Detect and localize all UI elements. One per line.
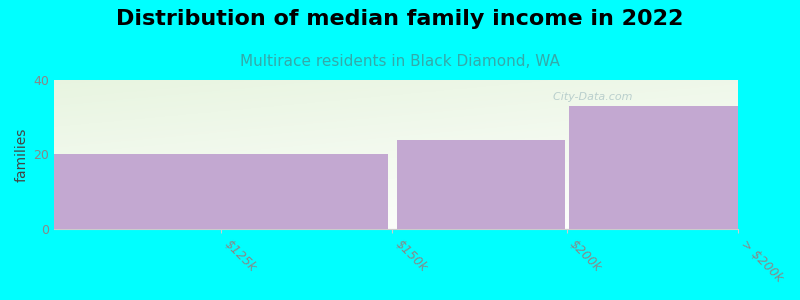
Text: Multirace residents in Black Diamond, WA: Multirace residents in Black Diamond, WA bbox=[240, 54, 560, 69]
Text: Distribution of median family income in 2022: Distribution of median family income in … bbox=[116, 9, 684, 29]
Bar bbox=[569, 106, 738, 229]
Bar bbox=[398, 140, 565, 229]
Text: City-Data.com: City-Data.com bbox=[546, 92, 633, 102]
Bar bbox=[54, 154, 388, 229]
Y-axis label: families: families bbox=[15, 127, 29, 182]
